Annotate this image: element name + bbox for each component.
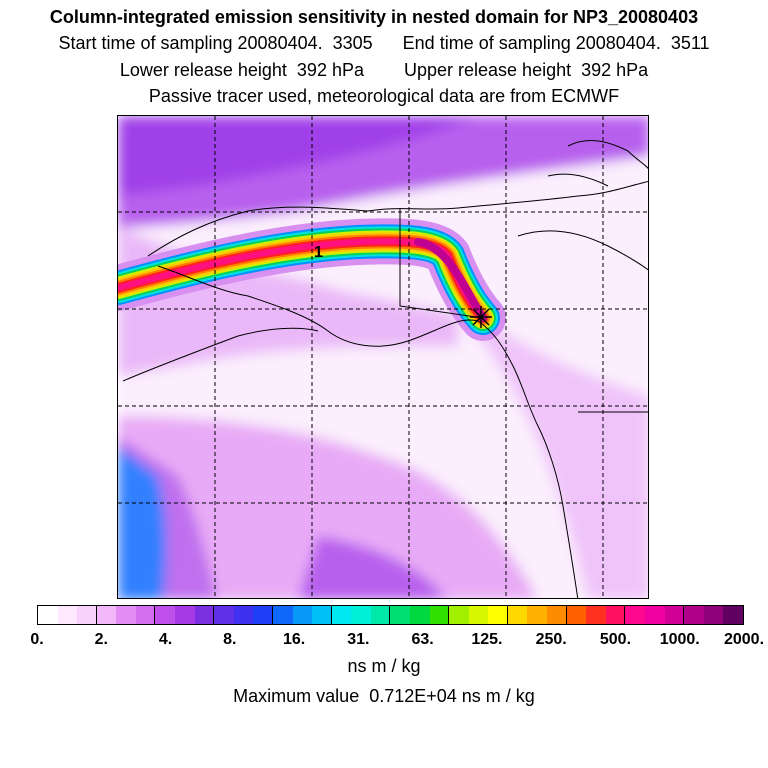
colorbar-tick-label: 500. [599,631,632,648]
release-height-line: Lower release height 392 hPa Upper relea… [119,60,649,80]
colorbar-segment [664,606,685,624]
northern-dark-band [118,116,478,196]
colorbar-tick-label: 31. [347,631,370,648]
lat-lon-grid [118,116,648,598]
colorbar-units: ns m / kg [347,656,421,676]
colorbar-segment [625,606,645,624]
south-dark-field [298,536,447,598]
colorbar-tick-label: 16. [282,631,306,648]
colorbar-tick-label: 250. [535,631,567,648]
colorbar-tick-label: 2. [94,631,108,648]
colorbar-segment [449,606,469,624]
colorbar-segment [488,606,508,624]
colorbar-segment [331,606,352,624]
emission-plume [118,218,506,341]
colorbar-tick-label: 4. [158,631,173,648]
pacific-sensitivity-field [118,416,537,598]
colorbar-segment [155,606,176,624]
southwest-blue-field [118,446,167,598]
colorbar-segment [135,606,156,624]
colorbar-segment [38,606,58,624]
coastal-field [478,316,648,598]
tracer-info-line: Passive tracer used, meteorological data… [148,86,620,106]
colorbar-segment [214,606,234,624]
colorbar-segment [57,606,78,624]
sampling-time-line: Start time of sampling 20080404. 3305 En… [58,33,710,53]
colorbar-segment [370,606,391,624]
colorbar-segment [233,606,254,624]
colorbar-tick-label: 8. [223,631,237,648]
colorbar-tick-label: 0. [30,631,44,648]
colorbar-segment [96,606,117,624]
maximum-value-text: Maximum value 0.712E+04 ns m / kg [233,686,535,706]
colorbar-segment [390,606,410,624]
colorbar-segment [644,606,665,624]
colorbar-segment [351,606,371,624]
colorbar-segment [253,606,273,624]
colorbar-segment [566,606,587,624]
release-point-marker [470,306,492,328]
colorbar-segment [703,606,724,624]
colorbar-tick-label: 63. [411,631,434,648]
colorbar-segment [272,606,293,624]
colorbar-segment [77,606,97,624]
colorbar-segment [175,606,195,624]
colorbar-segment [292,606,313,624]
colorbar-segment [723,606,743,624]
colorbar-tick-label: 2000. [723,631,765,648]
colorbar-segment [586,606,606,624]
colorbar-segment [468,606,489,624]
colorbar-segment [507,606,528,624]
colorbar-segment [429,606,450,624]
figure-title: Column-integrated emission sensitivity i… [49,7,699,27]
colorbar-segment [409,606,430,624]
colorbar-segment [116,606,136,624]
colorbar-segment [194,606,215,624]
colorbar-segment [605,606,626,624]
colorbar-tick-label: 125. [471,631,503,648]
colorbar [37,605,744,625]
map-canvas: 1 [118,116,648,598]
colorbar-tick-label: 1000. [659,631,700,648]
sensitivity-map: 1 [117,115,649,599]
colorbar-segment [312,606,332,624]
colorbar-segment [527,606,548,624]
colorbar-segment [684,606,704,624]
release-label: 1 [314,244,323,261]
colorbar-segment [547,606,567,624]
